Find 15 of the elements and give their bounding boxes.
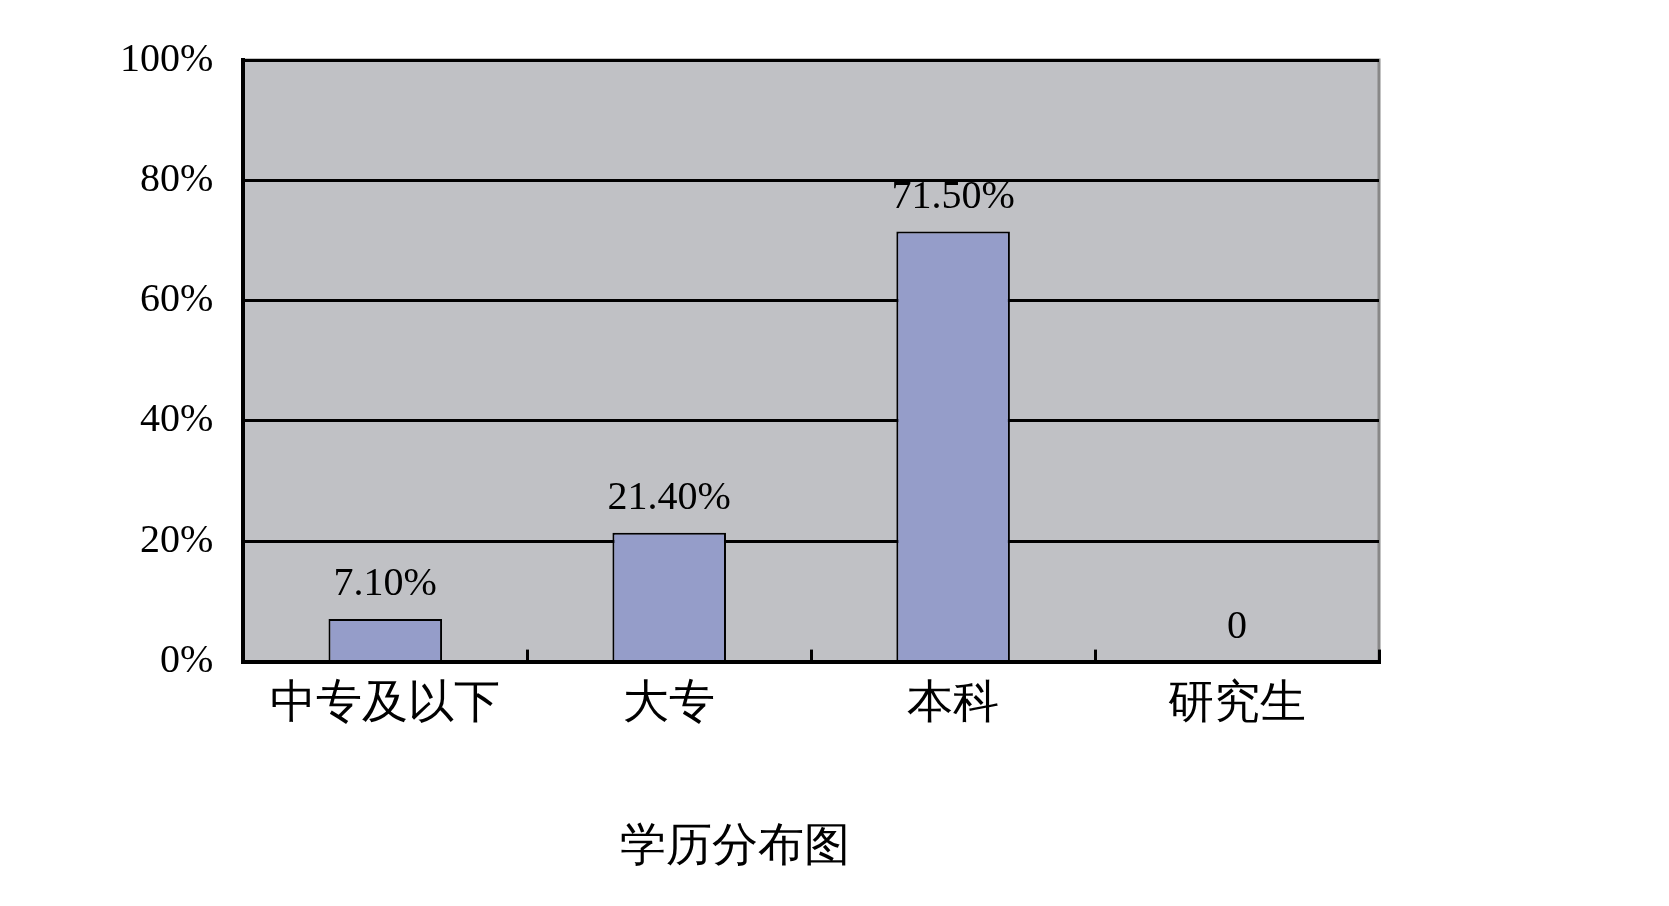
y-tick-label: 80%: [139, 154, 214, 200]
text: 学历分布图: [619, 819, 850, 871]
data-label: 7.10%: [333, 559, 437, 605]
x-tick-label: 中专及以下: [270, 676, 501, 728]
y-tick-label: 60%: [139, 275, 214, 321]
y-tick-label: 20%: [139, 515, 214, 561]
x-tick-label: 大专: [623, 676, 716, 728]
data-label: 21.40%: [607, 473, 731, 519]
x-tick-label: 研究生: [1168, 676, 1307, 728]
data-label: 0: [1227, 602, 1248, 648]
y-tick-label: 100%: [119, 34, 214, 80]
y-tick-label: 40%: [139, 395, 214, 441]
y-tick-label: 0%: [159, 636, 214, 682]
x-tick-label: 本科: [907, 676, 1000, 728]
data-label: 71.50%: [891, 171, 1015, 217]
